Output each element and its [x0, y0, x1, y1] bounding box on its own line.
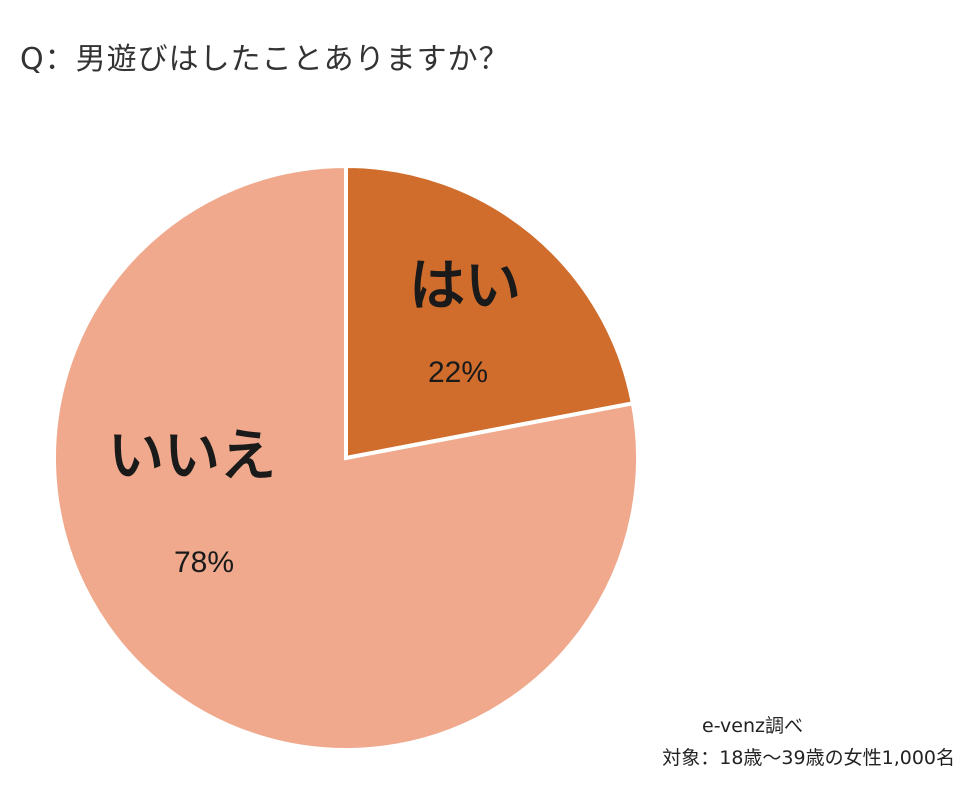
pie-slice-yes	[344, 163, 636, 461]
pie-slices	[52, 163, 640, 752]
source-target: 対象：18歳〜39歳の女性1,000名	[662, 747, 955, 769]
pie-labels: はい 22% いいえ 78%	[108, 254, 521, 579]
pie-slice-no	[52, 163, 640, 752]
source-by: e-venz調べ	[702, 715, 803, 737]
slice-percent-yes: 22%	[428, 356, 488, 389]
question-title: Q：男遊びはしたことありますか？	[20, 42, 510, 77]
source-note: e-venz調べ 対象：18歳〜39歳の女性1,000名	[570, 710, 955, 774]
slice-percent-no: 78%	[174, 546, 234, 579]
slice-label-no: いいえ	[108, 424, 276, 489]
slice-label-yes: はい	[409, 254, 521, 319]
